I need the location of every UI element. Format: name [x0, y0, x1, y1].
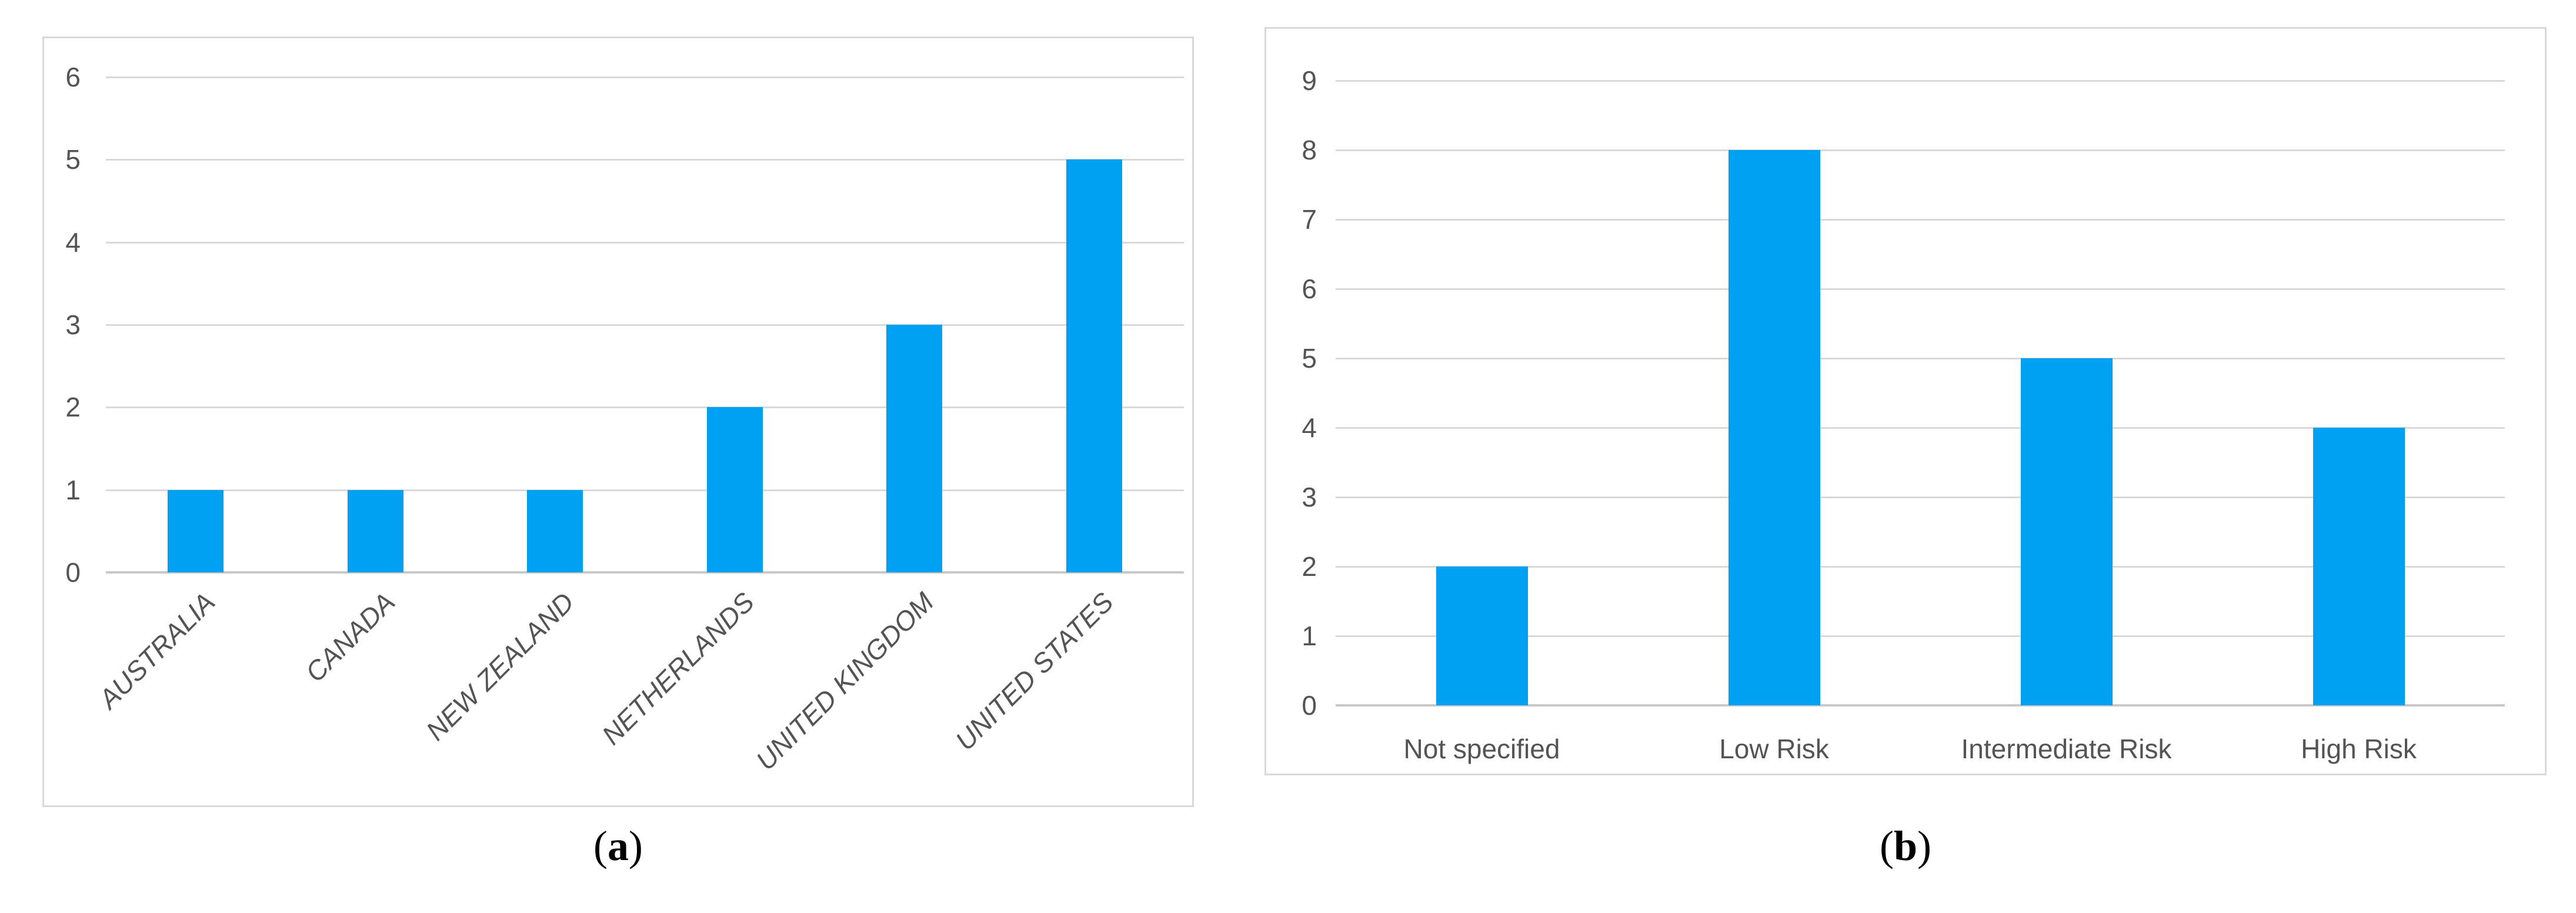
- bar-new-zealand: [527, 489, 583, 572]
- bar-low-risk: [1728, 150, 1820, 705]
- bar-high-risk: [2313, 428, 2405, 705]
- gridline: [1336, 635, 2505, 637]
- y-tick-label: 6: [65, 62, 81, 92]
- y-tick-label: 1: [1302, 621, 1317, 651]
- y-tick-label: 1: [65, 474, 81, 505]
- x-tick-label: NEW ZEALAND: [420, 586, 580, 747]
- gridline: [106, 324, 1184, 326]
- bar-united-kingdom: [886, 325, 943, 572]
- gridline: [1336, 288, 2505, 290]
- caption-a-open-paren: (: [593, 822, 608, 869]
- gridline: [106, 406, 1184, 409]
- y-tick-label: 9: [1302, 65, 1317, 96]
- x-tick-label: Low Risk: [1719, 734, 1829, 764]
- gridline: [106, 76, 1184, 78]
- bar-netherlands: [706, 407, 763, 572]
- y-tick-label: 0: [65, 557, 81, 588]
- gridline: [1336, 358, 2505, 359]
- gridline: [1336, 566, 2505, 568]
- chart-b-caption: (b): [1264, 819, 2547, 874]
- gridline: [106, 489, 1184, 491]
- chart-a-caption: (a): [42, 819, 1194, 874]
- caption-b-close-paren: ): [1917, 822, 1931, 869]
- bar-intermediate-risk: [2020, 358, 2113, 705]
- y-tick-label: 0: [1302, 690, 1317, 721]
- x-tick-label: Intermediate Risk: [1961, 734, 2172, 764]
- x-tick-label: Not specified: [1403, 734, 1560, 764]
- y-tick-label: 6: [1302, 274, 1317, 304]
- x-tick-label: AUSTRALIA: [92, 586, 221, 715]
- x-tick-label: CANADA: [299, 586, 401, 688]
- y-tick-label: 3: [1302, 482, 1317, 512]
- gridline: [106, 159, 1184, 161]
- y-tick-label: 2: [1302, 551, 1317, 582]
- gridline: [1336, 219, 2505, 221]
- x-axis-line: [1336, 704, 2505, 707]
- x-tick-label: High Risk: [2301, 734, 2417, 764]
- bar-canada: [347, 489, 403, 572]
- gridline: [106, 241, 1184, 244]
- caption-a-letter: a: [608, 822, 629, 869]
- bar-australia: [168, 489, 224, 572]
- caption-a-close-paren: ): [629, 822, 643, 869]
- caption-b-open-paren: (: [1879, 822, 1894, 869]
- caption-b-letter: b: [1893, 822, 1918, 869]
- gridline: [1336, 80, 2505, 82]
- y-tick-label: 5: [1302, 343, 1317, 374]
- y-tick-label: 8: [1302, 135, 1317, 165]
- x-axis-line: [106, 571, 1184, 574]
- gridline: [1336, 497, 2505, 498]
- x-tick-label: NETHERLANDS: [595, 586, 760, 751]
- y-tick-label: 5: [65, 144, 81, 175]
- y-tick-label: 3: [65, 309, 81, 340]
- y-tick-label: 7: [1302, 204, 1317, 235]
- y-tick-label: 2: [65, 392, 81, 423]
- bar-united-states: [1066, 159, 1122, 572]
- gridline: [1336, 149, 2505, 151]
- chart-b-panel: 0 1 2 3 4 5 6 7 8 9 Not specified Low Risk Intermedi…: [1264, 27, 2547, 775]
- gridline: [1336, 427, 2505, 429]
- chart-a-panel: 0 1 2 3 4 5 6 AUSTRALIA CANADA NEW ZEALAND NETHERL…: [42, 36, 1194, 807]
- x-tick-label: UNITED KINGDOM: [750, 586, 940, 777]
- y-tick-label: 4: [65, 226, 81, 258]
- bar-not-specified: [1436, 567, 1528, 705]
- y-tick-label: 4: [1302, 412, 1317, 443]
- x-tick-label: UNITED STATES: [949, 586, 1119, 757]
